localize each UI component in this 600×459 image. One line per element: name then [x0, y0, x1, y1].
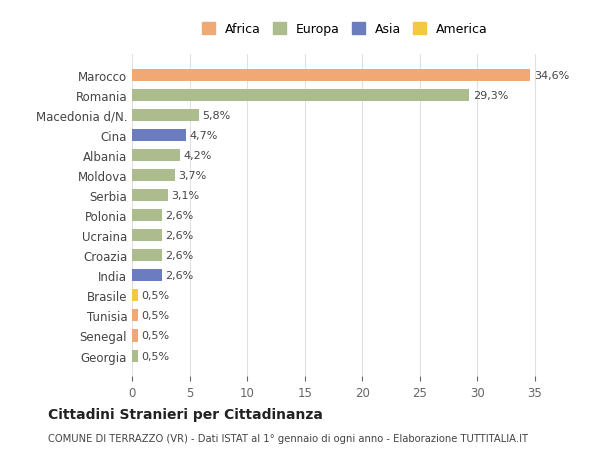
Text: 2,6%: 2,6%	[166, 231, 194, 241]
Text: 2,6%: 2,6%	[166, 271, 194, 281]
Text: 34,6%: 34,6%	[534, 71, 569, 81]
Bar	[132, 150, 181, 162]
Bar	[132, 170, 175, 182]
Text: 2,6%: 2,6%	[166, 211, 194, 221]
Text: 5,8%: 5,8%	[202, 111, 230, 121]
Text: 0,5%: 0,5%	[141, 311, 169, 321]
Text: 4,7%: 4,7%	[190, 131, 218, 141]
Text: 0,5%: 0,5%	[141, 331, 169, 341]
Text: 29,3%: 29,3%	[473, 91, 508, 101]
Bar	[132, 270, 162, 282]
Bar	[132, 210, 162, 222]
Bar	[132, 70, 530, 82]
Text: Cittadini Stranieri per Cittadinanza: Cittadini Stranieri per Cittadinanza	[48, 407, 323, 421]
Bar	[132, 350, 138, 362]
Bar	[132, 190, 167, 202]
Bar	[132, 230, 162, 242]
Text: COMUNE DI TERRAZZO (VR) - Dati ISTAT al 1° gennaio di ogni anno - Elaborazione T: COMUNE DI TERRAZZO (VR) - Dati ISTAT al …	[48, 433, 528, 442]
Text: 0,5%: 0,5%	[141, 291, 169, 301]
Text: 4,2%: 4,2%	[184, 151, 212, 161]
Bar	[132, 90, 469, 102]
Bar	[132, 290, 138, 302]
Bar	[132, 310, 138, 322]
Bar	[132, 330, 138, 342]
Bar	[132, 130, 186, 142]
Bar	[132, 110, 199, 122]
Text: 0,5%: 0,5%	[141, 351, 169, 361]
Text: 3,7%: 3,7%	[178, 171, 206, 181]
Text: 2,6%: 2,6%	[166, 251, 194, 261]
Bar	[132, 250, 162, 262]
Text: 3,1%: 3,1%	[171, 191, 199, 201]
Legend: Africa, Europa, Asia, America: Africa, Europa, Asia, America	[199, 20, 491, 40]
